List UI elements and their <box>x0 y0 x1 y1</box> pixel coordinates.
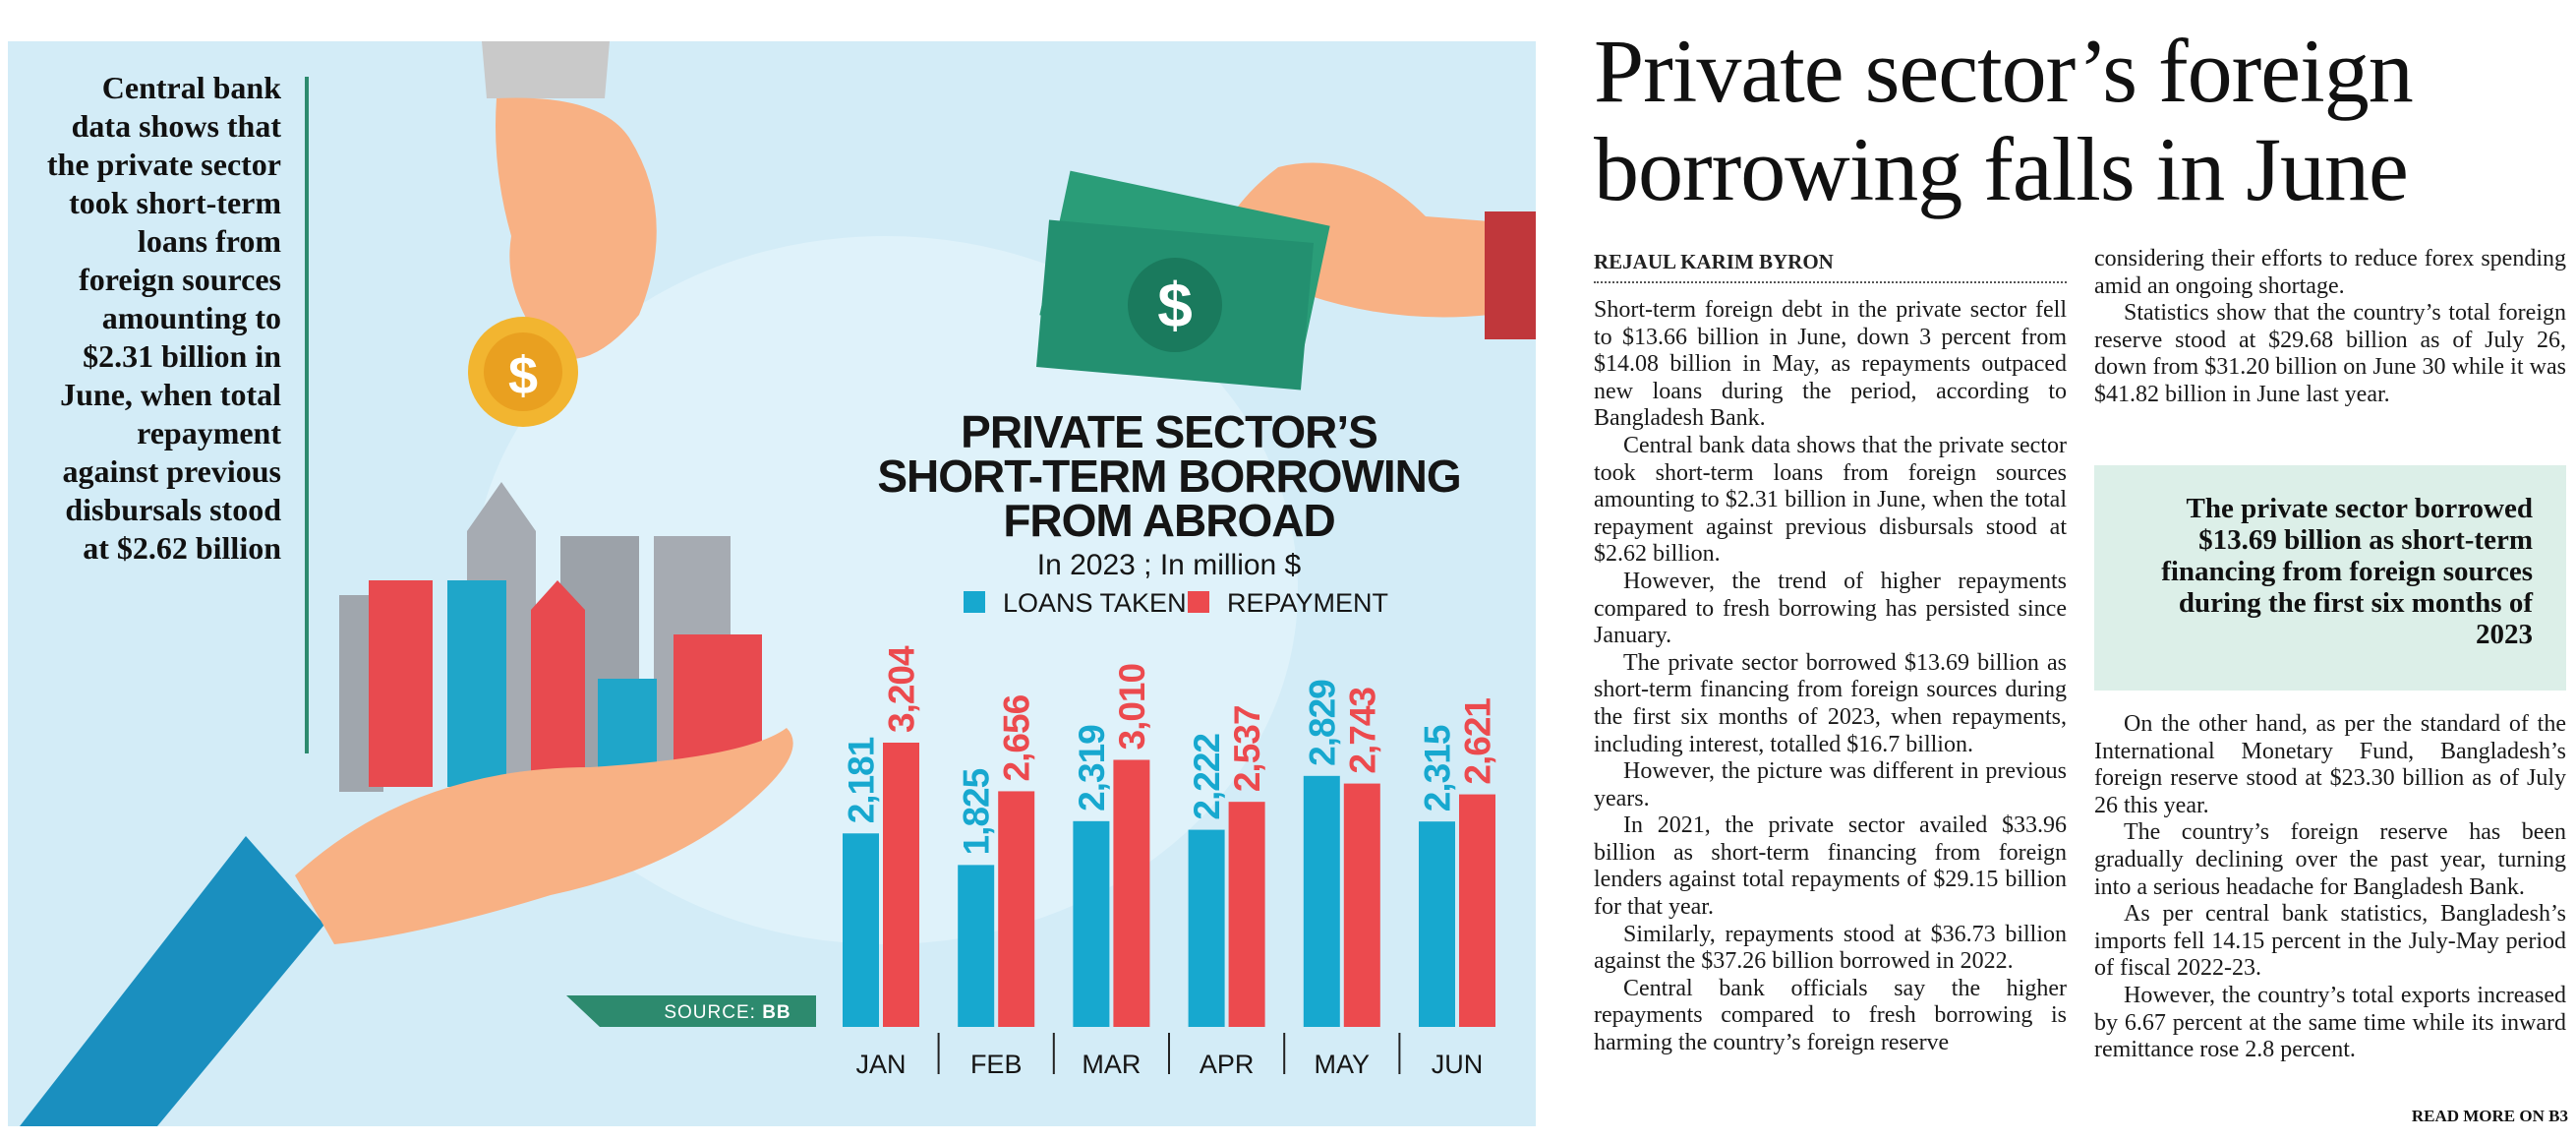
x-tick-label: APR <box>1200 1050 1255 1079</box>
value-label: 3,010 <box>1112 663 1152 750</box>
pull-quote: The private sector borrowed $13.69 billi… <box>2094 465 2566 691</box>
chart-title: PRIVATE SECTOR’S <box>961 406 1377 457</box>
value-label: 2,181 <box>842 737 882 823</box>
chart-title: SHORT-TERM BORROWING <box>877 451 1460 502</box>
paragraph: As per central bank statistics, Banglade… <box>2094 901 2566 982</box>
svg-text:$: $ <box>508 346 538 405</box>
infographic: $ $ SOURCE: BB PRIVATE SECTOR’SSHORT-TER… <box>8 41 1536 1126</box>
buildings-illustration <box>339 482 762 792</box>
x-tick-label: MAY <box>1315 1050 1371 1079</box>
source-name: BB <box>762 1002 790 1023</box>
x-tick-label: MAR <box>1082 1050 1141 1079</box>
bar <box>1073 820 1110 1027</box>
value-label: 2,315 <box>1418 725 1458 811</box>
value-label: 2,829 <box>1302 680 1342 766</box>
source-text: SOURCE: BB <box>664 1002 790 1023</box>
legend-swatch <box>964 591 985 613</box>
headline: Private sector’s foreign borrowing falls… <box>1594 21 2414 219</box>
column: Short-term foreign debt in the private s… <box>1594 297 2067 1057</box>
value-label: 3,204 <box>882 645 922 733</box>
paragraph: Central bank officials say the higher re… <box>1594 975 2067 1056</box>
chart-title: FROM ABROAD <box>1003 495 1334 546</box>
legend-swatch <box>1188 591 1209 613</box>
svg-text:$: $ <box>1157 270 1193 340</box>
value-label: 2,656 <box>997 694 1037 781</box>
value-label: 2,319 <box>1072 725 1112 811</box>
bar <box>1303 775 1340 1027</box>
bar <box>883 743 919 1027</box>
chart-subtitle: In 2023 ; In million $ <box>1037 549 1302 581</box>
paragraph: considering their efforts to reduce fore… <box>2094 246 2566 299</box>
byline: REJAUL KARIM BYRON <box>1594 248 2067 283</box>
bar <box>1113 759 1150 1027</box>
value-label: 1,825 <box>957 768 997 855</box>
bar <box>1459 794 1495 1027</box>
legend-label: REPAYMENT <box>1227 588 1388 618</box>
paragraph: Short-term foreign debt in the private s… <box>1594 297 2067 432</box>
read-more: READ MORE ON B3 <box>2411 1107 2568 1125</box>
bar <box>998 791 1035 1027</box>
money-illustration: $ $ <box>468 170 1330 427</box>
column: considering their efforts to reduce fore… <box>2094 246 2566 409</box>
paragraph: The country’s foreign reserve has been g… <box>2094 819 2566 900</box>
column: On the other hand, as per the standard o… <box>2094 711 2566 1064</box>
paragraph: On the other hand, as per the standard o… <box>2094 711 2566 818</box>
x-tick-label: JUN <box>1432 1050 1484 1079</box>
x-tick-label: FEB <box>970 1050 1023 1079</box>
legend-label: LOANS TAKEN <box>1003 588 1187 618</box>
value-label: 2,621 <box>1458 698 1498 785</box>
bar <box>958 865 995 1027</box>
sidebar-text: Central bank data shows that the private… <box>46 70 281 566</box>
bar <box>1188 829 1225 1027</box>
bar <box>1228 802 1265 1027</box>
bar <box>1343 783 1380 1027</box>
value-label: 2,743 <box>1342 688 1382 774</box>
source-tag <box>566 995 816 1027</box>
bar <box>1419 821 1455 1027</box>
source-label: SOURCE: <box>664 1002 756 1023</box>
value-label: 2,537 <box>1227 706 1267 793</box>
bar <box>843 833 879 1027</box>
paragraph: The private sector borrowed $13.69 billi… <box>1594 649 2067 757</box>
paragraph: However, the picture was different in pr… <box>1594 758 2067 811</box>
value-label: 2,222 <box>1187 734 1227 820</box>
paragraph: However, the trend of higher repayments … <box>1594 568 2067 649</box>
paragraph: In 2021, the private sector availed $33.… <box>1594 812 2067 921</box>
paragraph: Statistics show that the country’s total… <box>2094 300 2566 407</box>
paragraph: However, the country’s total exports inc… <box>2094 982 2566 1063</box>
x-tick-label: JAN <box>855 1050 906 1079</box>
paragraph: Similarly, repayments stood at $36.73 bi… <box>1594 921 2067 975</box>
paragraph: Central bank data shows that the private… <box>1594 432 2067 568</box>
